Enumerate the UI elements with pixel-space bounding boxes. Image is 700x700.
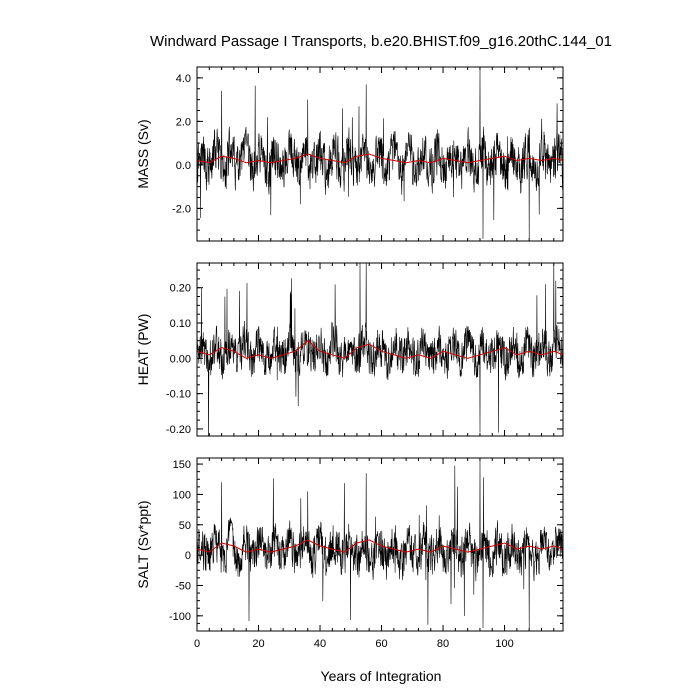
panel-1: -2.0 0.0 2.0 4.0 MASS (Sv): [135, 66, 564, 242]
y-tick-label: 150: [173, 459, 191, 471]
series-monthly-line: [197, 460, 563, 629]
y-tick-label: -2.0: [172, 203, 191, 215]
series-smoothed-line: [197, 153, 563, 164]
y-tick-label: 2.0: [176, 116, 191, 128]
series-monthly-line: [197, 69, 563, 239]
x-tick-label: 0: [194, 638, 200, 650]
panel-3: 0 20 40 60 80 100 -100 -50 0 50 100 150 SALT (Sv*ppt…: [135, 457, 564, 650]
y-axis-label: SALT (Sv*ppt): [135, 500, 151, 588]
x-tick-label: 100: [495, 638, 513, 650]
x-axis-label: Years of Integration: [321, 668, 442, 684]
panels-group: -2.0 0.0 2.0 4.0 MASS (Sv) -0.20 -0.10 0.00 0.10…: [135, 66, 564, 650]
x-tick-label: 20: [252, 638, 264, 650]
x-tick-label: 80: [437, 638, 449, 650]
y-tick-label: 100: [173, 489, 191, 501]
series-smoothed-line: [197, 539, 563, 553]
y-tick-label: 0.0: [176, 160, 191, 172]
series-monthly-line: [197, 263, 563, 436]
y-tick-label: 0.10: [170, 318, 191, 330]
x-tick-label: 60: [375, 638, 387, 650]
y-axis-label: HEAT (PW): [135, 314, 151, 386]
plot-frame: [196, 457, 564, 632]
y-axis-label: MASS (Sv): [135, 119, 151, 188]
y-tick-label: 50: [179, 520, 191, 532]
y-tick-label: -0.20: [166, 424, 191, 436]
panel-2: -0.20 -0.10 0.00 0.10 0.20 HEAT (PW): [135, 262, 564, 437]
y-tick-label: -50: [175, 580, 191, 592]
series-smoothed-line: [197, 340, 563, 359]
figure-title: Windward Passage I Transports, b.e20.BHI…: [150, 33, 612, 50]
y-tick-label: -0.10: [166, 389, 191, 401]
x-tick-label: 40: [314, 638, 326, 650]
y-tick-label: 0: [185, 550, 191, 562]
y-tick-label: 0.20: [170, 283, 191, 295]
y-tick-label: 4.0: [176, 73, 191, 85]
y-tick-label: -100: [169, 611, 191, 623]
y-tick-label: 0.00: [170, 353, 191, 365]
